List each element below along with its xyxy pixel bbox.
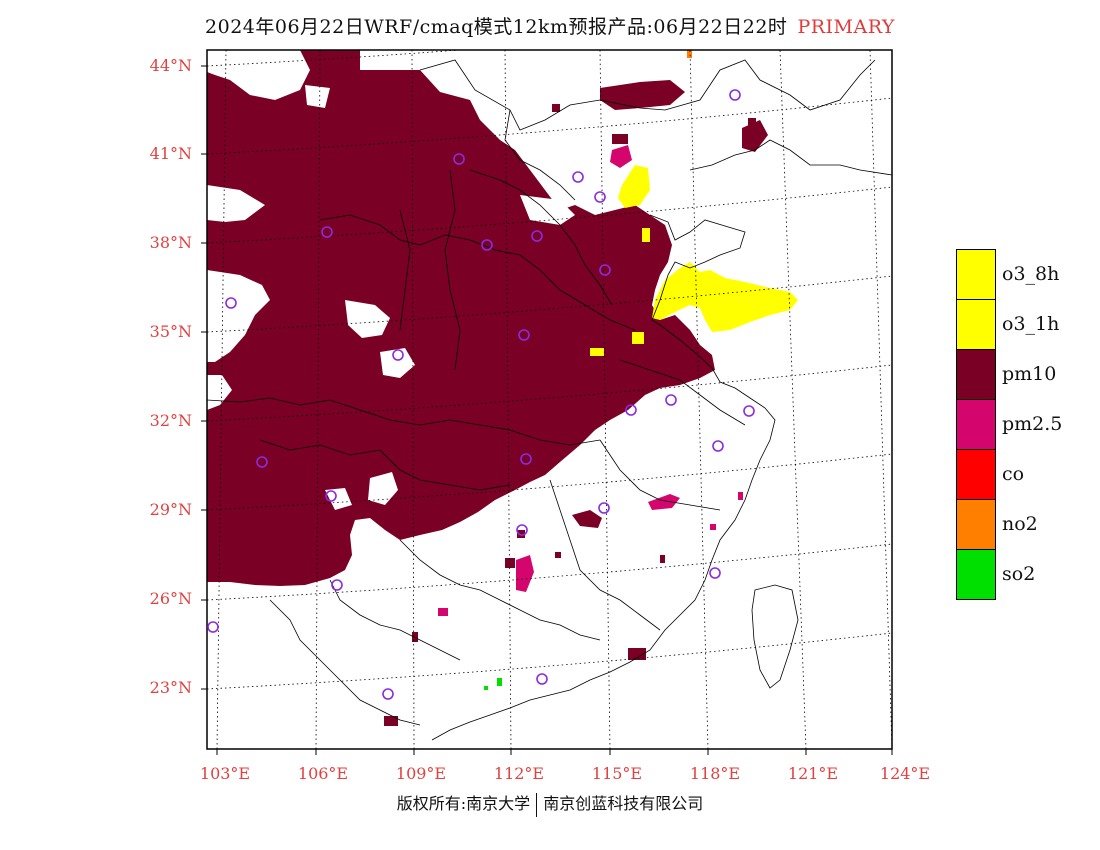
- station-marker: [743, 405, 755, 417]
- lat-label: 44°N: [149, 56, 192, 75]
- clear-area-3: [207, 270, 270, 362]
- copyright-footer: 版权所有:南京大学 南京创蓝科技有限公司: [0, 790, 1100, 817]
- lat-label: 23°N: [149, 678, 192, 697]
- legend-label: so2: [1002, 563, 1036, 585]
- chart-title: 2024年06月22日WRF/cmaq模式12km预报产品:06月22日22时 P…: [0, 12, 1100, 39]
- station-marker: [709, 567, 721, 579]
- lon-label: 106°E: [297, 764, 349, 783]
- lat-label: 26°N: [149, 589, 192, 608]
- clear-area-4: [207, 375, 232, 410]
- station-marker: [598, 502, 610, 514]
- lon-label: 124°E: [879, 764, 931, 783]
- station-marker: [256, 456, 268, 468]
- station-marker: [599, 264, 611, 276]
- station-marker: [572, 171, 584, 183]
- axis-ticks: [201, 65, 893, 755]
- station-marker: [516, 524, 528, 536]
- clear-area-2: [207, 185, 265, 222]
- lat-label: 29°N: [149, 500, 192, 519]
- legend-swatch: [956, 549, 996, 600]
- clear-area-5: [345, 300, 390, 338]
- title-main: 2024年06月22日WRF/cmaq模式12km预报产品:06月22日22时: [205, 16, 788, 38]
- station-marker: [536, 673, 548, 685]
- station-marker: [481, 239, 493, 251]
- lon-label: 112°E: [493, 764, 545, 783]
- station-marker: [531, 230, 543, 242]
- clear-area-1: [207, 50, 310, 100]
- lat-label: 35°N: [149, 322, 192, 341]
- lon-label: 103°E: [199, 764, 251, 783]
- legend-label: o3_8h: [1002, 263, 1060, 285]
- station-markers: [207, 89, 755, 700]
- station-marker: [225, 297, 237, 309]
- station-marker: [594, 191, 606, 203]
- lat-label: 41°N: [149, 144, 192, 163]
- graticule: [207, 50, 892, 749]
- station-marker: [520, 453, 532, 465]
- clear-area-10: [325, 488, 352, 510]
- legend-swatch: [956, 399, 996, 450]
- o3-region: [652, 262, 798, 332]
- lon-label: 121°E: [787, 764, 839, 783]
- station-marker: [325, 490, 337, 502]
- clear-area-7: [305, 85, 330, 108]
- lat-label: 38°N: [149, 233, 192, 252]
- station-marker: [712, 440, 724, 452]
- legend-swatch: [956, 249, 996, 300]
- legend-label: pm2.5: [1002, 413, 1063, 435]
- station-marker: [207, 621, 219, 633]
- station-marker: [625, 404, 637, 416]
- pm10-region-ne: [600, 80, 685, 110]
- station-marker: [382, 688, 394, 700]
- footer-divider: [536, 792, 538, 817]
- copyright-right: 南京创蓝科技有限公司: [543, 794, 704, 813]
- legend-swatch: [956, 349, 996, 400]
- legend-swatch: [956, 499, 996, 550]
- station-marker: [453, 153, 465, 165]
- legend-label: o3_1h: [1002, 313, 1060, 335]
- pm10-region: [207, 50, 715, 586]
- clear-area-9: [368, 472, 398, 505]
- clear-area-6: [380, 348, 415, 378]
- station-marker: [321, 226, 333, 238]
- station-marker: [518, 329, 530, 341]
- map-frame: [206, 49, 893, 750]
- station-marker: [729, 89, 741, 101]
- legend-swatch: [956, 299, 996, 350]
- station-marker: [331, 579, 343, 591]
- station-marker: [392, 349, 404, 361]
- legend-label: no2: [1002, 513, 1038, 535]
- lon-label: 118°E: [689, 764, 741, 783]
- title-primary: PRIMARY: [797, 16, 895, 38]
- station-marker: [665, 394, 677, 406]
- copyright-left: 版权所有:南京大学: [396, 794, 531, 813]
- lon-label: 109°E: [395, 764, 447, 783]
- legend-swatch: [956, 449, 996, 500]
- legend-label: co: [1002, 463, 1025, 485]
- clear-area-8: [520, 195, 575, 225]
- lon-label: 115°E: [591, 764, 643, 783]
- lat-label: 32°N: [149, 411, 192, 430]
- legend-label: pm10: [1002, 363, 1057, 385]
